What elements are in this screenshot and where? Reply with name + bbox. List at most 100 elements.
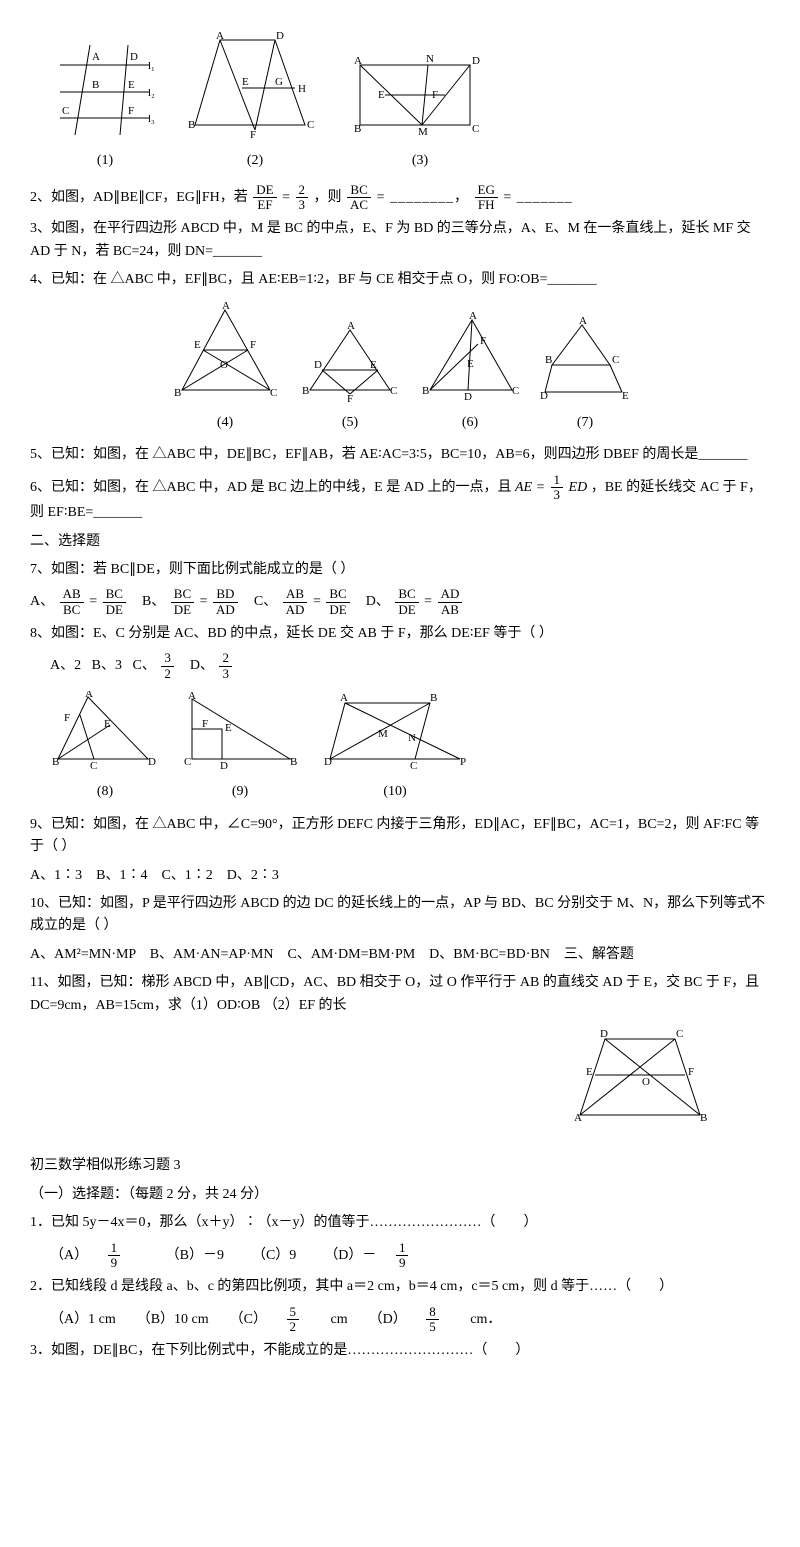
question-9: 9、已知：如图，在 △ABC 中，∠C=90°，正方形 DEFC 内接于三角形，… bbox=[30, 814, 770, 859]
svg-text:E: E bbox=[128, 79, 135, 91]
p3-question-1-options: （A） 19 （B）－9 （C）9 （D）－ 19 bbox=[50, 1241, 770, 1271]
svg-text:C: C bbox=[270, 387, 277, 399]
svg-text:A: A bbox=[85, 691, 93, 700]
svg-text:E: E bbox=[622, 390, 629, 402]
svg-text:E: E bbox=[225, 722, 232, 734]
svg-text:N: N bbox=[426, 53, 434, 65]
svg-text:O: O bbox=[220, 359, 228, 371]
svg-text:C: C bbox=[90, 760, 97, 771]
svg-text:F: F bbox=[250, 129, 256, 140]
svg-text:F: F bbox=[128, 105, 134, 117]
svg-text:B: B bbox=[174, 387, 181, 399]
svg-text:A: A bbox=[340, 692, 348, 704]
svg-text:A: A bbox=[222, 302, 230, 312]
question-3: 3、如图，在平行四边形 ABCD 中，M 是 BC 的中点，E、F 为 BD 的… bbox=[30, 218, 770, 263]
figure-3: AND EF BMC (3) bbox=[350, 50, 490, 173]
svg-text:D: D bbox=[276, 30, 284, 42]
svg-text:C: C bbox=[410, 760, 417, 771]
svg-text:D: D bbox=[472, 55, 480, 67]
question-8-stem: 8、如图：E、C 分别是 AC、BD 的中点，延长 DE 交 AB 于 F，那么… bbox=[30, 623, 770, 645]
figures-row-1: AD BE CF l₁l₂l₃ (1) AD BC F EG H (2) bbox=[50, 30, 750, 173]
svg-text:C: C bbox=[307, 119, 314, 131]
svg-text:D: D bbox=[324, 756, 332, 768]
svg-text:B: B bbox=[92, 79, 99, 91]
svg-text:C: C bbox=[62, 105, 69, 117]
svg-text:E: E bbox=[378, 89, 385, 101]
p3-question-3: 3．如图，DE∥BC，在下列比例式中，不能成立的是………………………（ ） bbox=[30, 1340, 770, 1362]
svg-text:A: A bbox=[354, 55, 362, 67]
svg-text:E: E bbox=[242, 76, 249, 88]
p3-question-2-options: （A）1 cm （B）10 cm （C） 52 cm （D） 85 cm． bbox=[50, 1305, 770, 1335]
svg-text:M: M bbox=[378, 728, 388, 740]
svg-text:l₁: l₁ bbox=[148, 60, 155, 72]
svg-text:C: C bbox=[612, 354, 619, 366]
svg-text:H: H bbox=[298, 83, 306, 95]
question-9-options: A、1∶3 B、1∶4 C、1∶2 D、2∶3 bbox=[30, 865, 770, 887]
question-8-options: A、2 B、3 C、 32 D、 23 bbox=[50, 651, 770, 681]
svg-text:A: A bbox=[469, 312, 477, 322]
svg-text:E: E bbox=[467, 358, 474, 370]
figure-5: ADE BFC (5) bbox=[300, 322, 400, 435]
svg-text:F: F bbox=[480, 335, 486, 347]
svg-text:D: D bbox=[600, 1028, 608, 1040]
svg-text:F: F bbox=[347, 393, 353, 402]
fig-caption-9: (9) bbox=[180, 781, 300, 803]
svg-text:F: F bbox=[250, 339, 256, 351]
question-2: 2、如图，AD∥BE∥CF，EG∥FH，若 DEEF = 23 ，则 BCAC … bbox=[30, 183, 770, 213]
svg-text:D: D bbox=[540, 390, 548, 402]
figure-2: AD BC F EG H (2) bbox=[180, 30, 330, 173]
svg-text:A: A bbox=[92, 51, 100, 63]
figure-8: A F E B C D (8) bbox=[50, 691, 160, 804]
question-10: 10、已知：如图，P 是平行四边形 ABCD 的边 DC 的延长线上的一点，AP… bbox=[30, 893, 770, 938]
svg-text:E: E bbox=[194, 339, 201, 351]
question-7-options: A、 ABBC = BCDE B、 BCDE = BDAD C、 ABAD = … bbox=[30, 587, 770, 617]
svg-text:B: B bbox=[52, 756, 59, 768]
svg-text:B: B bbox=[188, 119, 195, 131]
svg-text:E: E bbox=[104, 718, 111, 730]
svg-text:M: M bbox=[418, 126, 428, 138]
svg-text:B: B bbox=[430, 692, 437, 704]
figure-10: AB MN DCP (10) bbox=[320, 691, 470, 804]
svg-text:A: A bbox=[216, 30, 224, 42]
svg-text:A: A bbox=[188, 691, 196, 702]
fig-caption-7: (7) bbox=[540, 412, 630, 434]
svg-text:E: E bbox=[370, 359, 377, 371]
svg-text:F: F bbox=[64, 712, 70, 724]
figure-11: DC EOF AB bbox=[30, 1027, 710, 1135]
figure-9: A F E C D B (9) bbox=[180, 691, 300, 804]
fig-caption-8: (8) bbox=[50, 781, 160, 803]
svg-text:E: E bbox=[586, 1066, 593, 1078]
figure-7: ABC DE (7) bbox=[540, 317, 630, 435]
svg-text:A: A bbox=[579, 317, 587, 327]
svg-text:C: C bbox=[472, 123, 479, 135]
svg-text:D: D bbox=[130, 51, 138, 63]
svg-text:C: C bbox=[390, 385, 397, 397]
svg-text:D: D bbox=[148, 756, 156, 768]
question-7-stem: 7、如图：若 BC∥DE，则下面比例式能成立的是（ ） bbox=[30, 559, 770, 581]
figures-row-3: AFE BCD (8) AFE CDB (9) AB MN DCP (10) bbox=[50, 691, 750, 804]
svg-text:D: D bbox=[314, 359, 322, 371]
part3-subtitle: （一）选择题：（每题 2 分，共 24 分） bbox=[30, 1184, 770, 1206]
svg-text:A: A bbox=[574, 1112, 582, 1124]
svg-text:C: C bbox=[512, 385, 519, 397]
p3-question-1: 1．已知 5y－4x＝0，那么（x＋y）∶（x－y）的值等于……………………（ … bbox=[30, 1212, 770, 1234]
question-10-options: A、AM²=MN·MP B、AM·AN=AP·MN C、AM·DM=BM·PM … bbox=[30, 944, 770, 966]
section-2-title: 二、选择题 bbox=[30, 531, 770, 553]
fig-caption-1: (1) bbox=[50, 150, 160, 172]
svg-text:G: G bbox=[275, 76, 283, 88]
svg-text:B: B bbox=[290, 756, 297, 768]
svg-text:D: D bbox=[220, 760, 228, 771]
part3-title: 初三数学相似形练习题 3 bbox=[30, 1155, 770, 1177]
fig-caption-4: (4) bbox=[170, 412, 280, 434]
figures-row-2: AEF O BC (4) ADE BFC (5) AF E BDC (6) bbox=[50, 302, 750, 435]
question-4: 4、已知：在 △ABC 中，EF∥BC，且 AE∶EB=1∶2，BF 与 CE … bbox=[30, 269, 770, 291]
svg-text:F: F bbox=[202, 718, 208, 730]
svg-text:B: B bbox=[700, 1112, 707, 1124]
svg-text:C: C bbox=[184, 756, 191, 768]
fig-caption-3: (3) bbox=[350, 150, 490, 172]
svg-text:F: F bbox=[432, 89, 438, 101]
svg-text:l₂: l₂ bbox=[148, 87, 155, 99]
svg-text:A: A bbox=[347, 322, 355, 332]
svg-text:C: C bbox=[676, 1028, 683, 1040]
q2-text-a: 2、如图，AD∥BE∥CF，EG∥FH，若 bbox=[30, 190, 248, 205]
